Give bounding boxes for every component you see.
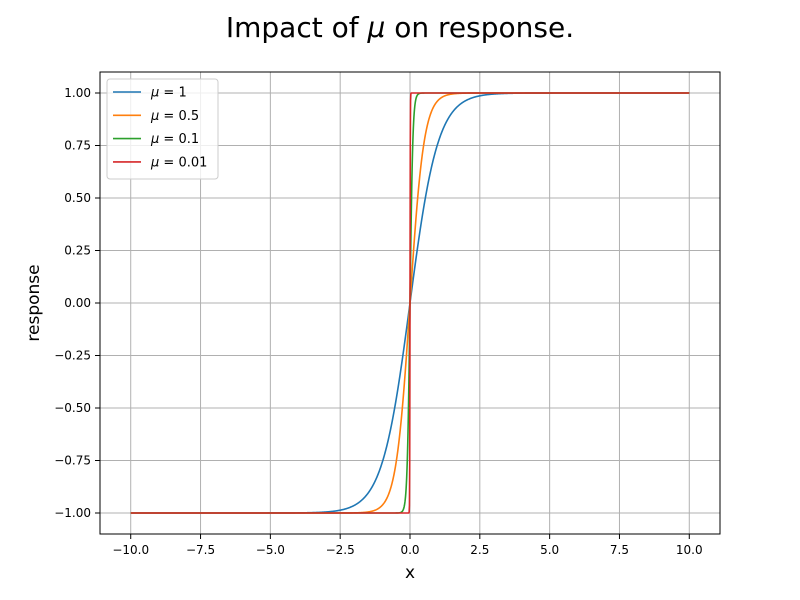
y-tick-label: 1.00 (64, 86, 91, 100)
x-axis-label: x (405, 563, 415, 583)
y-tick-label: −1.00 (54, 506, 91, 520)
x-tick-label: 2.5 (470, 543, 489, 557)
y-tick-label: 0.25 (64, 244, 91, 258)
y-tick-label: 0.50 (64, 191, 91, 205)
y-tick-label: −0.25 (54, 349, 91, 363)
ticks: −10.0 −7.5 −5.0 −2.5 0.0 2.5 5.0 7.5 10.0 −1.00 −0… (54, 86, 702, 557)
x-tick-label: −7.5 (186, 543, 215, 557)
legend-label: μ = 0.01 (150, 155, 207, 170)
x-tick-label: 5.0 (540, 543, 559, 557)
series-line-3 (130, 92, 690, 514)
legend-label: μ = 1 (150, 86, 187, 101)
legend: μ = 1 μ = 0.5 μ = 0.1 μ = 0.01 (106, 78, 219, 180)
y-axis-label: response (24, 264, 44, 341)
x-tick-label: −5.0 (256, 543, 285, 557)
y-tick-label: 0.75 (64, 139, 91, 153)
x-tick-label: −2.5 (326, 543, 355, 557)
x-tick-label: 0.0 (400, 543, 419, 557)
y-tick-label: −0.50 (54, 401, 91, 415)
x-tick-label: 10.0 (676, 543, 703, 557)
chart-title: Impact of μ on response. (226, 11, 574, 44)
x-tick-label: 7.5 (610, 543, 629, 557)
legend-label: μ = 0.1 (150, 132, 199, 147)
series-layer (130, 92, 690, 514)
legend-box (106, 78, 219, 180)
y-tick-label: −0.75 (54, 454, 91, 468)
legend-label: μ = 0.5 (150, 109, 199, 124)
y-tick-label: 0.00 (64, 296, 91, 310)
x-tick-label: −10.0 (112, 543, 149, 557)
